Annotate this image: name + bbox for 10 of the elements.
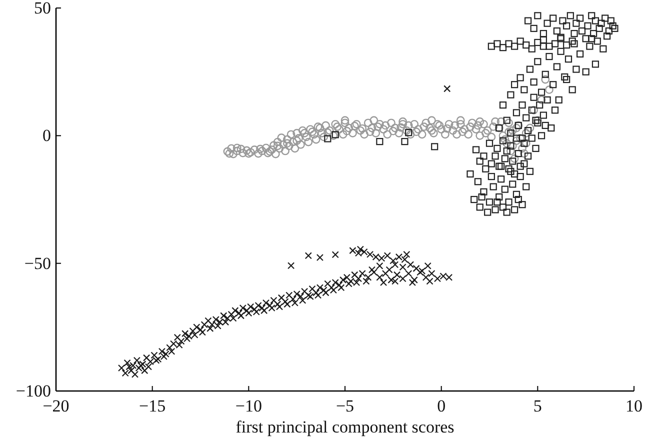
y-tick-label: 0 (42, 126, 51, 146)
y-tick-label: −50 (24, 254, 51, 273)
x-tick-label: 10 (626, 396, 642, 416)
x-tick-label: −15 (139, 396, 166, 416)
x-axis-title: first principal component scores (236, 418, 454, 436)
x-tick-label: −10 (235, 396, 262, 416)
x-tick-label: −5 (336, 396, 354, 416)
y-tick-label: 50 (34, 0, 51, 18)
x-tick-label: 5 (533, 396, 542, 416)
x-tick-label: 0 (437, 396, 446, 416)
